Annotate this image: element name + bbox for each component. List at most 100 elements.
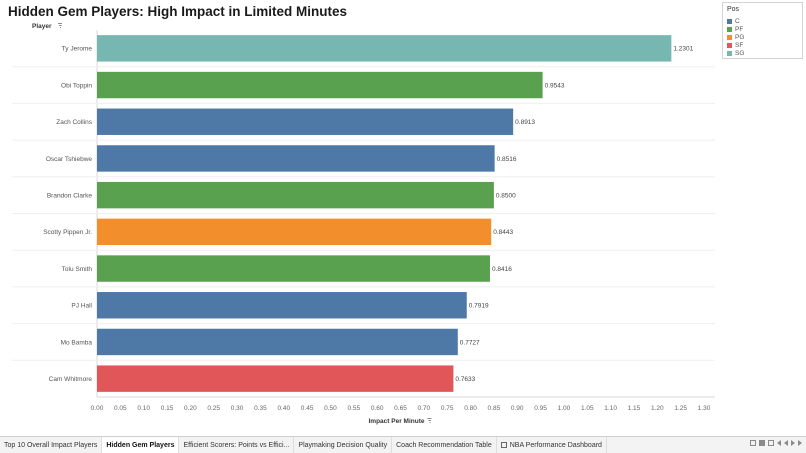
legend-item-sg[interactable]: SG bbox=[727, 49, 744, 57]
bar-chart[interactable]: Player Ty Jerome 1.2301 Obi Toppin 0.9543 Zac… bbox=[4, 22, 719, 432]
legend-item-pf[interactable]: PF bbox=[727, 25, 744, 33]
sheet-tab-coach-recommendation-table[interactable]: Coach Recommendation Table bbox=[392, 437, 497, 453]
legend-item-c[interactable]: C bbox=[727, 17, 744, 25]
x-tick-label: 0.30 bbox=[231, 405, 244, 412]
filmstrip-view-icon[interactable] bbox=[768, 440, 774, 446]
sheet-tab-label: Hidden Gem Players bbox=[106, 441, 175, 449]
bar-oscar-tshiebwe[interactable] bbox=[97, 145, 495, 172]
x-tick-label: 0.75 bbox=[441, 405, 454, 412]
player-label[interactable]: Scotty Pippen Jr. bbox=[43, 229, 92, 236]
sheet-tab-efficient-scorers-points-vs-effici[interactable]: Efficient Scorers: Points vs Effici... bbox=[179, 437, 295, 453]
sheet-tab-hidden-gem-players[interactable]: Hidden Gem Players bbox=[102, 437, 180, 453]
next-sheet-icon[interactable] bbox=[791, 440, 795, 446]
x-tick-label: 1.00 bbox=[558, 405, 571, 412]
bar-pj-hall[interactable] bbox=[97, 292, 467, 319]
player-label[interactable]: Cam Whitmore bbox=[49, 376, 93, 383]
bar-mo-bamba[interactable] bbox=[97, 328, 458, 356]
x-tick-label: 0.85 bbox=[488, 405, 501, 412]
x-tick-label: 0.25 bbox=[207, 405, 220, 412]
bar-value-label: 0.8516 bbox=[497, 156, 517, 163]
x-tick-label: 0.65 bbox=[394, 405, 407, 412]
bar-obi-toppin[interactable] bbox=[97, 71, 543, 99]
tab-navigation-controls[interactable] bbox=[750, 440, 802, 446]
legend-swatch bbox=[727, 18, 732, 24]
legend-item-sf[interactable]: SF bbox=[727, 41, 744, 49]
sort-icon[interactable] bbox=[58, 23, 62, 28]
x-tick-label: 0.70 bbox=[418, 405, 431, 412]
x-tick-label: 0.50 bbox=[324, 405, 337, 412]
legend-swatch bbox=[727, 34, 732, 40]
x-axis-title[interactable]: Impact Per Minute bbox=[369, 418, 425, 425]
x-tick-label: 1.30 bbox=[698, 405, 711, 412]
bar-value-label: 0.7919 bbox=[469, 303, 489, 310]
player-label[interactable]: Zach Collins bbox=[56, 119, 93, 126]
bar-value-label: 0.7727 bbox=[460, 339, 480, 346]
bar-zach-collins[interactable] bbox=[97, 108, 514, 135]
grid-view-icon[interactable] bbox=[750, 440, 756, 446]
legend-swatch bbox=[727, 50, 732, 56]
bar-scotty-pippen-jr[interactable] bbox=[97, 218, 492, 246]
page-title: Hidden Gem Players: High Impact in Limit… bbox=[8, 4, 348, 19]
legend-label: PF bbox=[735, 25, 744, 33]
x-tick-label: 1.20 bbox=[651, 405, 664, 412]
sheet-tab-bar: Top 10 Overall Impact Players Hidden Gem … bbox=[0, 436, 806, 453]
legend-swatch bbox=[727, 26, 732, 32]
x-tick-label: 0.90 bbox=[511, 405, 524, 412]
bar-value-label: 0.7633 bbox=[455, 376, 475, 383]
player-label[interactable]: Oscar Tshiebwe bbox=[46, 156, 93, 163]
bar-ty-jerome[interactable] bbox=[97, 35, 672, 62]
legend-label: SF bbox=[735, 41, 744, 49]
sort-icon[interactable] bbox=[427, 418, 432, 423]
sheet-tab-label: Top 10 Overall Impact Players bbox=[4, 441, 98, 449]
bar-value-label: 0.9543 bbox=[545, 82, 565, 89]
x-tick-label: 0.00 bbox=[91, 405, 104, 412]
sheet-tab-nba-performance-dashboard[interactable]: NBA Performance Dashboard bbox=[497, 437, 607, 453]
color-legend[interactable]: Pos C PF PG SF SG bbox=[722, 2, 803, 59]
bar-cam-whitmore[interactable] bbox=[97, 365, 454, 392]
dashboard-icon bbox=[500, 442, 507, 448]
legend-label: PG bbox=[735, 33, 745, 41]
bar-value-label: 0.8416 bbox=[492, 266, 512, 273]
x-tick-label: 0.35 bbox=[254, 405, 267, 412]
bar-value-label: 0.8443 bbox=[493, 229, 513, 236]
x-tick-label: 1.10 bbox=[604, 405, 617, 412]
last-sheet-icon[interactable] bbox=[798, 440, 802, 446]
legend-swatch bbox=[727, 42, 732, 48]
bar-value-label: 0.8913 bbox=[515, 119, 535, 126]
x-tick-label: 0.15 bbox=[161, 405, 174, 412]
player-label[interactable]: Ty Jerome bbox=[62, 46, 93, 53]
x-tick-label: 0.80 bbox=[464, 405, 477, 412]
sheet-tab-label: Playmaking Decision Quality bbox=[298, 441, 388, 449]
x-tick-label: 0.45 bbox=[301, 405, 314, 412]
legend-label: C bbox=[735, 17, 740, 25]
sheet-tab-label: Efficient Scorers: Points vs Effici... bbox=[183, 441, 290, 449]
x-tick-label: 0.10 bbox=[137, 405, 150, 412]
x-tick-label: 1.05 bbox=[581, 405, 594, 412]
bar-tolu-smith[interactable] bbox=[97, 255, 490, 282]
x-tick-label: 1.15 bbox=[628, 405, 641, 412]
player-label[interactable]: Obi Toppin bbox=[61, 82, 92, 89]
x-tick-label: 0.20 bbox=[184, 405, 197, 412]
x-tick-label: 0.05 bbox=[114, 405, 127, 412]
legend-item-pg[interactable]: PG bbox=[727, 33, 744, 41]
list-view-icon[interactable] bbox=[759, 440, 765, 446]
x-tick-label: 0.55 bbox=[347, 405, 360, 412]
first-sheet-icon[interactable] bbox=[777, 440, 781, 446]
player-label[interactable]: Mo Bamba bbox=[61, 339, 93, 346]
y-field-header[interactable]: Player bbox=[32, 23, 52, 30]
sheet-tab-label: NBA Performance Dashboard bbox=[509, 441, 602, 449]
sheet-tab-playmaking-decision-quality[interactable]: Playmaking Decision Quality bbox=[294, 437, 393, 453]
bar-brandon-clarke[interactable] bbox=[97, 181, 494, 209]
previous-sheet-icon[interactable] bbox=[784, 440, 788, 446]
bar-value-label: 0.8500 bbox=[496, 192, 516, 199]
sheet-tab-top-10-overall-impact-players[interactable]: Top 10 Overall Impact Players bbox=[0, 437, 103, 453]
player-label[interactable]: Brandon Clarke bbox=[47, 192, 93, 199]
x-tick-label: 1.25 bbox=[674, 405, 687, 412]
legend-label: SG bbox=[735, 49, 745, 57]
player-label[interactable]: PJ Hall bbox=[71, 303, 92, 310]
x-tick-label: 0.60 bbox=[371, 405, 384, 412]
sheet-tab-label: Coach Recommendation Table bbox=[396, 441, 492, 449]
legend-title: Pos bbox=[727, 6, 740, 13]
x-tick-label: 0.40 bbox=[277, 405, 290, 412]
player-label[interactable]: Tolu Smith bbox=[62, 266, 93, 273]
